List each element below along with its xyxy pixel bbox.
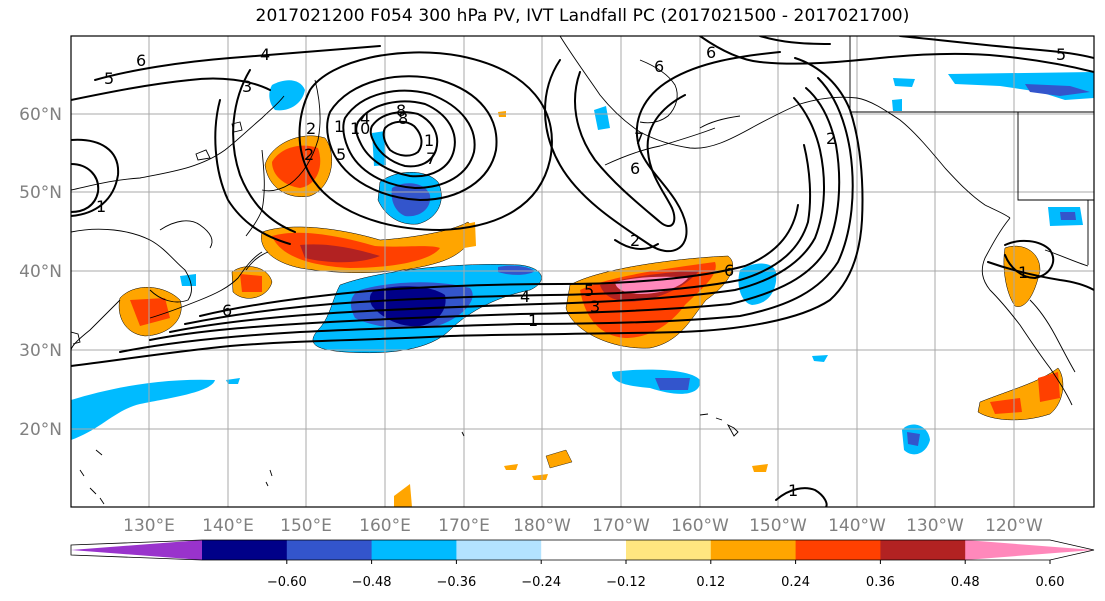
contour-label: 7 — [634, 129, 644, 148]
contour-label: 2 — [826, 129, 836, 148]
pv-contours — [71, 36, 1094, 507]
contour-label: 4 — [260, 45, 270, 64]
colorbar-cell — [202, 540, 288, 560]
contour-labels: 6 5 4 3 2 1 5 10 7 8 6 4 6 1 2 8 4 1 5 3… — [96, 43, 1066, 500]
contour-label: 1 — [788, 481, 798, 500]
lon-label: 180°W — [513, 516, 571, 536]
contour-label: 6 — [724, 261, 734, 280]
colorbar-extend-max — [965, 540, 1094, 560]
colorbar-tick-label: −0.36 — [436, 575, 476, 590]
lat-label: 30°N — [19, 341, 62, 361]
contour-label: 1 — [424, 131, 434, 150]
contour-label: 5 — [1056, 45, 1066, 64]
lon-label: 140°E — [202, 516, 254, 536]
colorbar-cell — [880, 540, 966, 560]
colorbar-cell — [710, 540, 797, 560]
colorbar-tick-label: 0.60 — [1036, 575, 1065, 590]
contour-label: 6 — [706, 43, 716, 62]
lat-label: 50°N — [19, 183, 62, 203]
page-title: 2017021200 F054 300 hPa PV, IVT Landfall… — [255, 6, 910, 26]
contour-label: 5 — [336, 145, 346, 164]
lon-label: 130°W — [906, 516, 964, 536]
lon-label: 150°W — [749, 516, 807, 536]
colorbar-outline — [70, 539, 1095, 561]
lon-label: 130°E — [123, 516, 175, 536]
lat-label: 20°N — [19, 420, 62, 440]
contour-label: 5 — [584, 281, 594, 300]
contour-label: 8 — [398, 109, 408, 128]
contour-label: 1 — [96, 197, 106, 216]
lon-label: 170°W — [592, 516, 650, 536]
map-panel: 6 5 4 3 2 1 5 10 7 8 6 4 6 1 2 8 4 1 5 3… — [71, 36, 1094, 507]
contour-label: 2 — [630, 231, 640, 250]
lon-label: 150°E — [280, 516, 332, 536]
colorbar-cell — [456, 540, 542, 560]
contour-label: 7 — [426, 149, 436, 168]
colorbar-cell — [795, 540, 881, 560]
lon-label: 160°W — [671, 516, 729, 536]
contour-label: 8 — [396, 101, 406, 120]
colorbar-cell — [286, 540, 373, 560]
lon-label: 140°W — [828, 516, 886, 536]
colorbar-tick-label: −0.60 — [267, 575, 307, 590]
gridlines — [71, 36, 1094, 507]
colorbar-extend-min — [71, 540, 202, 560]
lat-label: 40°N — [19, 262, 62, 282]
colorbar-tick-label: −0.12 — [606, 575, 646, 590]
colorbar-tick-label: −0.48 — [352, 575, 392, 590]
colorbar-tick-label: 0.12 — [696, 575, 725, 590]
lat-label: 60°N — [19, 105, 62, 125]
contour-label: 1 — [334, 117, 344, 136]
colorbar-tick-label: −0.24 — [521, 575, 561, 590]
contour-label: 3 — [590, 297, 600, 316]
latitude-labels: 60°N 50°N 40°N 30°N 20°N — [19, 105, 62, 440]
contour-label: 6 — [222, 301, 232, 320]
longitude-labels: 130°E 140°E 150°E 160°E 170°E 180°W 170°… — [123, 516, 1043, 536]
contour-label: 3 — [242, 77, 252, 96]
contour-label: 5 — [104, 69, 114, 88]
colorbar-cell — [541, 540, 627, 560]
colorbar: −0.60 −0.48 −0.36 −0.24 −0.12 0.12 0.24 0.36 0.4… — [70, 539, 1095, 590]
contour-label: 6 — [136, 51, 146, 70]
contour-label: 4 — [520, 287, 530, 306]
colorbar-cell — [371, 540, 457, 560]
coastlines — [71, 36, 1094, 505]
contour-label: 6 — [630, 159, 640, 178]
contour-label: 2 — [306, 119, 316, 138]
contour-label: 10 — [350, 119, 370, 138]
lon-label: 120°W — [985, 516, 1043, 536]
lon-label: 170°E — [438, 516, 490, 536]
contour-label: 1 — [1018, 263, 1028, 282]
map-frame — [70, 35, 1095, 508]
contour-label: 4 — [360, 109, 370, 128]
colorbar-tick-label: 0.48 — [951, 575, 980, 590]
colorbar-tick-label: 0.24 — [781, 575, 810, 590]
contour-label: 2 — [304, 145, 314, 164]
contour-label: 6 — [654, 57, 664, 76]
colorbar-cell — [626, 540, 712, 560]
lon-label: 160°E — [359, 516, 411, 536]
colorbar-tick-label: 0.36 — [866, 575, 895, 590]
contour-label: 1 — [528, 311, 538, 330]
